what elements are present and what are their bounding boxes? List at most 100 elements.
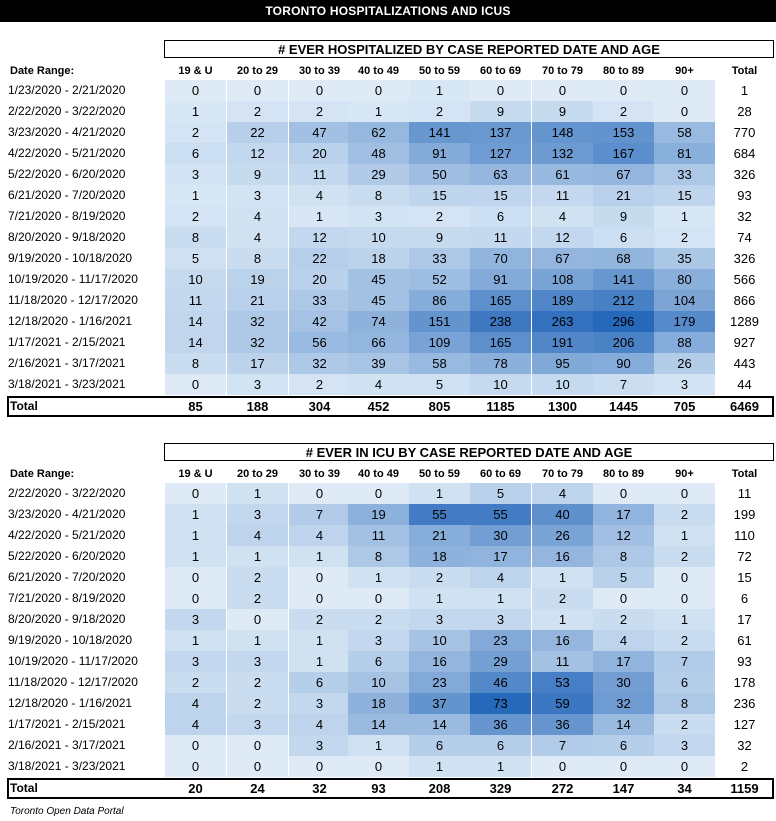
heat-cell: 18 [348, 693, 409, 714]
heat-cell: 1 [289, 546, 350, 567]
heat-cell: 2 [289, 374, 350, 395]
row-total: 326 [733, 167, 756, 182]
heat-cell: 4 [532, 206, 593, 227]
heat-cell: 11 [289, 164, 350, 185]
heat-cell: 1 [409, 483, 470, 504]
heat-cell: 2 [165, 206, 226, 227]
heat-cell: 58 [409, 353, 470, 374]
heat-cell: 30 [593, 672, 654, 693]
heat-cell: 42 [289, 311, 350, 332]
heat-cell: 35 [654, 248, 715, 269]
column-total: 1185 [486, 399, 515, 414]
heat-cell: 9 [532, 101, 593, 122]
heat-cell: 12 [227, 143, 288, 164]
heat-cell: 1 [348, 101, 409, 122]
column-header: 30 to 39 [299, 65, 340, 77]
heat-cell: 70 [470, 248, 531, 269]
row-total: 74 [737, 230, 752, 245]
heat-cell: 2 [593, 101, 654, 122]
heat-cell: 1 [348, 735, 409, 756]
heat-cell: 16 [409, 651, 470, 672]
heat-cell: 0 [165, 588, 226, 609]
heat-cell: 165 [470, 290, 531, 311]
heat-cell: 21 [409, 525, 470, 546]
table-title: # EVER HOSPITALIZED BY CASE REPORTED DAT… [164, 40, 774, 58]
heat-cell: 1 [470, 756, 531, 777]
heat-cell: 3 [227, 374, 288, 395]
heat-cell: 14 [348, 714, 409, 735]
heat-cell: 109 [409, 332, 470, 353]
report-banner: TORONTO HOSPITALIZATIONS AND ICUS [0, 0, 776, 22]
heat-cell: 6 [165, 143, 226, 164]
heat-cell: 3 [348, 630, 409, 651]
row-total: 199 [733, 507, 756, 522]
heat-cell: 189 [532, 290, 593, 311]
heat-cell: 33 [654, 164, 715, 185]
heat-cell: 7 [593, 374, 654, 395]
heat-cell: 11 [165, 290, 226, 311]
heat-cell: 36 [532, 714, 593, 735]
row-label: 9/19/2020 - 10/18/2020 [8, 633, 133, 647]
heat-cell: 1 [165, 504, 226, 525]
heat-cell: 16 [532, 630, 593, 651]
heat-cell: 179 [654, 311, 715, 332]
heat-cell: 212 [593, 290, 654, 311]
heat-cell: 3 [165, 609, 226, 630]
heat-cell: 20 [289, 269, 350, 290]
heat-cell: 0 [654, 756, 715, 777]
heat-cell: 1 [654, 206, 715, 227]
row-label: 3/23/2020 - 4/21/2020 [8, 125, 126, 139]
row-label: 1/17/2021 - 2/15/2021 [8, 335, 126, 349]
total-column-header: Total [731, 65, 758, 77]
heat-cell: 14 [593, 714, 654, 735]
row-label: 5/22/2020 - 6/20/2020 [8, 549, 126, 563]
heat-cell: 1 [409, 80, 470, 101]
heat-cell: 23 [409, 672, 470, 693]
heat-cell: 0 [532, 756, 593, 777]
heat-cell: 6 [470, 206, 531, 227]
heat-cell: 263 [532, 311, 593, 332]
heat-cell: 3 [654, 735, 715, 756]
heat-cell: 0 [165, 483, 226, 504]
heat-cell: 19 [348, 504, 409, 525]
totals-row-box [7, 396, 774, 417]
heat-cell: 3 [227, 185, 288, 206]
row-total: 11 [737, 486, 752, 501]
heat-cell: 52 [409, 269, 470, 290]
heat-cell: 2 [654, 630, 715, 651]
row-total: 32 [737, 209, 752, 224]
column-header: 60 to 69 [480, 468, 521, 480]
heat-cell: 1 [165, 630, 226, 651]
heat-cell: 2 [227, 672, 288, 693]
column-header: 20 to 29 [237, 65, 278, 77]
heat-cell: 10 [470, 374, 531, 395]
heat-cell: 2 [227, 567, 288, 588]
heat-cell: 10 [532, 374, 593, 395]
column-total: 1445 [609, 399, 638, 414]
heat-cell: 0 [165, 80, 226, 101]
heat-cell: 0 [654, 588, 715, 609]
heat-cell: 127 [470, 143, 531, 164]
heat-cell: 11 [470, 227, 531, 248]
heat-cell: 17 [593, 651, 654, 672]
heat-cell: 1 [532, 567, 593, 588]
heat-cell: 10 [348, 227, 409, 248]
column-total: 805 [428, 399, 451, 414]
heat-cell: 0 [654, 567, 715, 588]
heat-cell: 0 [289, 80, 350, 101]
row-total: 443 [733, 356, 756, 371]
heat-cell: 91 [470, 269, 531, 290]
total-column-header: Total [731, 468, 758, 480]
heat-cell: 0 [593, 588, 654, 609]
heat-cell: 1 [470, 588, 531, 609]
heat-cell: 14 [165, 332, 226, 353]
totals-label: Total [10, 399, 38, 413]
row-total: 32 [737, 738, 752, 753]
heat-cell: 56 [289, 332, 350, 353]
heat-cell: 62 [348, 122, 409, 143]
heat-cell: 7 [289, 504, 350, 525]
column-header: 30 to 39 [299, 468, 340, 480]
heat-cell: 26 [532, 525, 593, 546]
row-label: 11/18/2020 - 12/17/2020 [8, 293, 138, 307]
row-label: 4/22/2020 - 5/21/2020 [8, 146, 126, 160]
